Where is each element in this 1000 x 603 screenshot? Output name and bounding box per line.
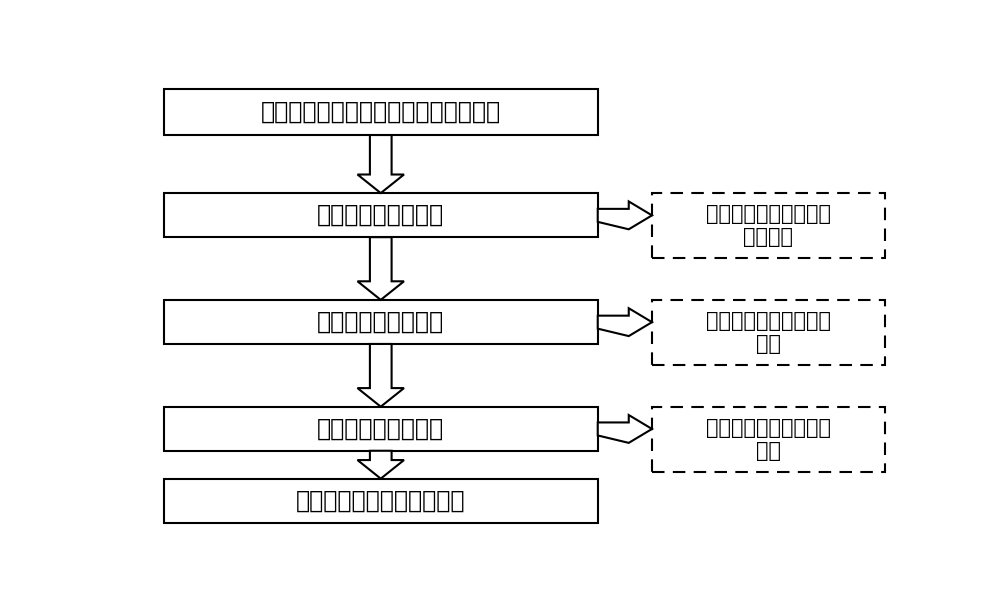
Polygon shape	[598, 415, 652, 443]
Bar	[652, 193, 885, 258]
Bar	[652, 300, 885, 365]
Text: 实现大部分渗漏水出水
点的治理: 实现大部分渗漏水出水 点的治理	[706, 204, 831, 247]
Bar	[164, 193, 598, 237]
Bar	[652, 406, 885, 472]
Bar	[164, 89, 598, 135]
Text: 物探探查水源，选择合适位置开孔泄压: 物探探查水源，选择合适位置开孔泄压	[261, 100, 501, 124]
Bar	[164, 300, 598, 344]
Bar	[164, 406, 598, 451]
Polygon shape	[358, 135, 404, 193]
Polygon shape	[598, 308, 652, 336]
Text: 补充治理，化学注浆: 补充治理，化学注浆	[317, 417, 444, 441]
Polygon shape	[358, 237, 404, 300]
Polygon shape	[358, 451, 404, 479]
Text: 全面治理，系统注浆: 全面治理，系统注浆	[317, 203, 444, 227]
Text: 实现衬砌面渗水的根本
消除: 实现衬砌面渗水的根本 消除	[706, 417, 831, 461]
Text: 衬砌表面治理，美观性恢复: 衬砌表面治理，美观性恢复	[296, 488, 466, 513]
Text: 重点治理，分区注浆: 重点治理，分区注浆	[317, 310, 444, 334]
Bar	[164, 479, 598, 523]
Polygon shape	[358, 344, 404, 406]
Polygon shape	[598, 201, 652, 229]
Text: 实现剩余出水点的彻底
封堵: 实现剩余出水点的彻底 封堵	[706, 311, 831, 354]
